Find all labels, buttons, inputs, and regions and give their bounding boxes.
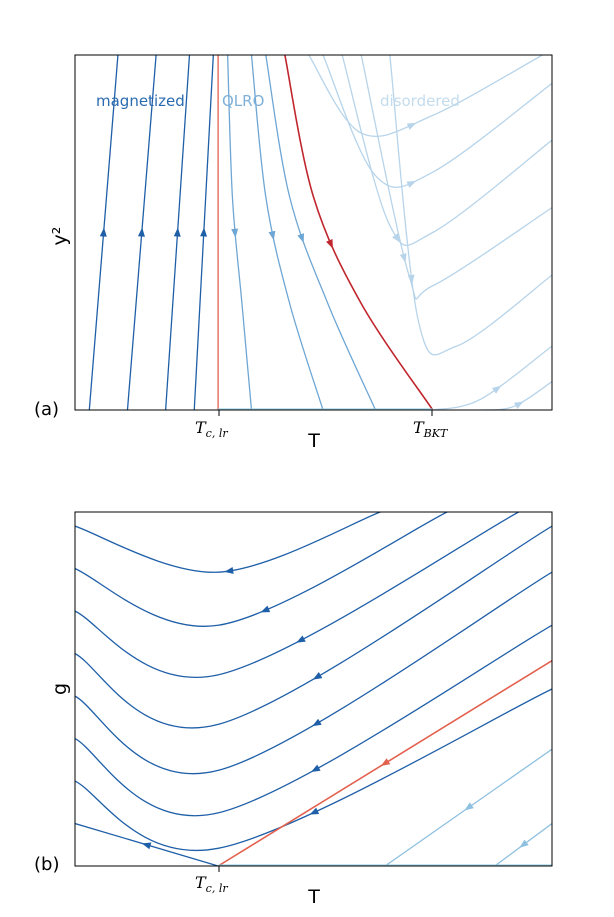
flow-arrow-qlro [268, 230, 276, 241]
flow-arrow-qlro [231, 228, 239, 238]
flow-arrow-magnetized [312, 718, 322, 727]
flow-arrow-disordered [392, 233, 401, 243]
flow-arrow-magnetized [309, 807, 320, 815]
flow-arrow-disordered [519, 839, 529, 848]
panel-label-a: (a) [34, 399, 59, 420]
flow-line-qlro [265, 55, 377, 410]
x-axis-label-a: T [307, 430, 320, 452]
flow-line-qlro [226, 55, 253, 410]
flow-arrow-magnetized [224, 566, 234, 574]
flow-arrow-magnetized [141, 842, 152, 850]
flow-arrow-magnetized [311, 764, 321, 773]
panel-a: magnetized QLRO disordered Tc, lr TBKT T… [34, 54, 553, 452]
flow-line-magnetized [75, 624, 552, 817]
flow-arrow-magnetized [296, 635, 306, 643]
flow-line-disordered [432, 345, 552, 410]
flow-line-magnetized [75, 571, 552, 775]
y-axis-label-b: g [49, 683, 71, 695]
x-tick-label-tc-b: Tc, lr [195, 873, 228, 895]
flow-line-magnetized [75, 525, 552, 729]
plot-frame-b [74, 511, 553, 867]
flow-arrow-disordered [491, 385, 502, 394]
flow-arrow-disordered [406, 180, 417, 188]
flow-arrow-separatrix [380, 758, 391, 766]
flow-line-magnetized [75, 688, 552, 851]
plot-frame-a [74, 54, 553, 411]
flow-arrow-magnetized [137, 227, 145, 237]
flow-line-magnetized [75, 512, 381, 573]
flow-line-disordered [308, 55, 543, 138]
flow-line-disordered [341, 55, 552, 246]
flow-arrow-disordered [407, 274, 415, 284]
x-tick-label-tc: Tc, lr [195, 418, 228, 440]
flow-arrow-magnetized [260, 605, 271, 613]
flow-arrow-magnetized [312, 672, 323, 680]
flow-arrow-magnetized [173, 227, 181, 237]
flow-arrow-disordered [399, 253, 407, 263]
arrows-b [141, 566, 529, 850]
x-axis-label-b: T [307, 886, 320, 908]
flow-arrow-magnetized [200, 227, 208, 237]
panel-b: Tc, lr T g (b) [34, 511, 553, 908]
region-label-qlro: QLRO [222, 92, 264, 110]
flow-line-disordered [389, 55, 552, 356]
curves-a [88, 55, 552, 410]
y-axis-label-a: y² [49, 227, 71, 246]
flow-arrow-disordered [513, 401, 524, 409]
flow-line-disordered [322, 55, 552, 188]
flow-line-magnetized [75, 512, 448, 627]
flow-arrow-magnetized [99, 227, 107, 237]
flow-line-magnetized [75, 512, 519, 678]
flow-line-qlro [250, 55, 324, 410]
flow-arrow-disordered [464, 802, 474, 811]
flow-arrow-separatrix [326, 238, 333, 249]
flow-arrow-qlro [297, 233, 304, 243]
region-label-disordered: disordered [380, 92, 460, 110]
arrows-a [99, 122, 524, 409]
flow-arrow-disordered [406, 122, 417, 130]
region-label-magnetized: magnetized [96, 92, 185, 110]
x-tick-label-tbkt: TBKT [413, 418, 449, 440]
panel-label-b: (b) [34, 854, 59, 875]
